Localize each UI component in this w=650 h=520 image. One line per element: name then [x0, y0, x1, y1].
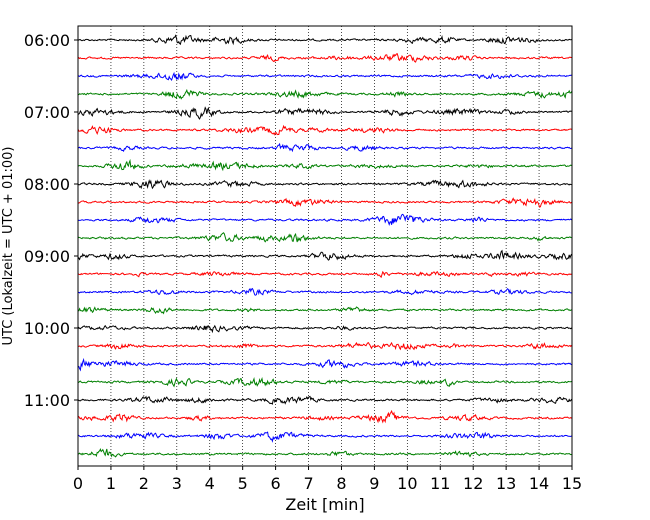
seismogram-trace — [77, 142, 572, 153]
x-tick-label: 6 — [271, 474, 281, 493]
x-tick-label: 7 — [303, 474, 313, 493]
seismogram-trace — [77, 448, 572, 458]
x-axis-label: Zeit [min] — [285, 495, 364, 514]
grid-lines — [110, 26, 540, 466]
seismogram-trace — [77, 88, 573, 100]
seismogram-trace — [77, 249, 573, 261]
y-tick-label: 06:00 — [24, 31, 70, 50]
seismogram-trace — [77, 306, 572, 315]
x-tick-label: 5 — [238, 474, 248, 493]
y-tick-label: 08:00 — [24, 175, 70, 194]
seismogram-trace — [77, 270, 572, 279]
seismogram-trace — [77, 71, 572, 82]
seismogram-trace — [77, 409, 572, 424]
y-tick-label: 11:00 — [24, 391, 70, 410]
y-tick-label: 10:00 — [24, 319, 70, 338]
x-tick-label: 1 — [106, 474, 116, 493]
seismogram-trace — [77, 106, 572, 120]
plot-frame — [77, 25, 573, 467]
seismogram-trace — [77, 324, 572, 334]
x-tick-label: 9 — [369, 474, 379, 493]
y-tick-label: 07:00 — [24, 103, 70, 122]
x-tick-label: 0 — [73, 474, 83, 493]
x-tick-label: 13 — [496, 474, 516, 493]
x-tick-label: 14 — [529, 474, 549, 493]
seismogram-trace — [77, 179, 572, 190]
seismogram-trace — [77, 341, 572, 351]
seismogram-trace — [77, 34, 572, 46]
seismogram-trace — [77, 158, 572, 172]
seismogram-trace — [77, 431, 572, 443]
x-tick-label: 15 — [562, 474, 582, 493]
seismogram-trace — [77, 213, 572, 226]
x-tick-label: 10 — [397, 474, 417, 493]
x-tick-label: 12 — [463, 474, 483, 493]
seismogram-trace — [77, 197, 572, 208]
x-tick-label: 11 — [430, 474, 450, 493]
x-tick-label: 4 — [205, 474, 215, 493]
seismogram-trace — [77, 395, 573, 405]
y-axis-label: UTC (Lokalzeit = UTC + 01:00) — [1, 147, 16, 346]
x-tick-label: 8 — [336, 474, 346, 493]
x-tick-label: 2 — [139, 474, 149, 493]
seismogram-traces — [77, 34, 573, 458]
seismogram-trace — [77, 232, 572, 243]
y-axis-ticks: 06:00 07:00 08:00 09:00 10:00 11:00 — [24, 31, 78, 410]
seismogram-trace — [77, 357, 572, 372]
seismogram-trace — [77, 124, 572, 136]
y-tick-label: 09:00 — [24, 247, 70, 266]
x-tick-label: 3 — [172, 474, 182, 493]
x-axis-ticks: 0 1 2 3 4 5 6 7 8 9 10 11 12 13 14 15 — [73, 466, 582, 493]
seismogram-trace — [77, 53, 572, 63]
seismogram-trace — [77, 376, 572, 388]
seismogram-trace — [77, 287, 572, 296]
